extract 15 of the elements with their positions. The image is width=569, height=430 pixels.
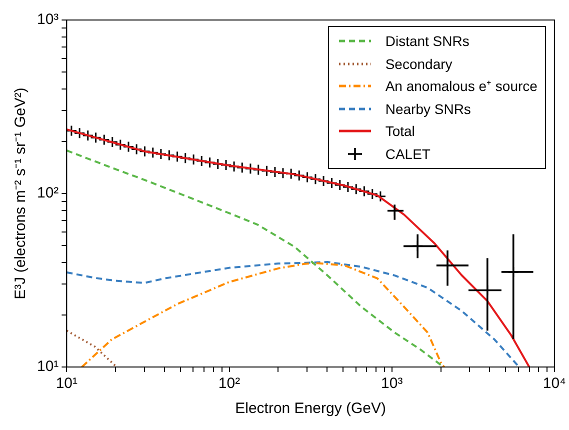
x-tick-label: 10² bbox=[218, 375, 240, 392]
y-tick-label: 10² bbox=[36, 184, 59, 202]
legend-label: Nearby SNRs bbox=[385, 100, 471, 119]
y-tick-label: 10¹ bbox=[36, 358, 59, 376]
legend-label: CALET bbox=[385, 144, 430, 164]
y-tick-label: 10³ bbox=[36, 11, 59, 28]
legend-label: Secondary bbox=[385, 54, 452, 74]
x-tick-label: 10⁴ bbox=[542, 375, 566, 392]
x-tick-label: 10¹ bbox=[56, 375, 78, 392]
legend-label: An anomalous e⁺ source bbox=[385, 77, 538, 96]
x-axis-title: Electron Energy (GeV) bbox=[235, 400, 386, 418]
legend-label: Total bbox=[385, 122, 415, 141]
y-axis-title: E³J (electrons m⁻² s⁻¹ sr⁻¹ GeV²) bbox=[12, 88, 30, 300]
legend-label: Distant SNRs bbox=[385, 32, 470, 51]
x-tick-label: 10³ bbox=[381, 375, 403, 392]
